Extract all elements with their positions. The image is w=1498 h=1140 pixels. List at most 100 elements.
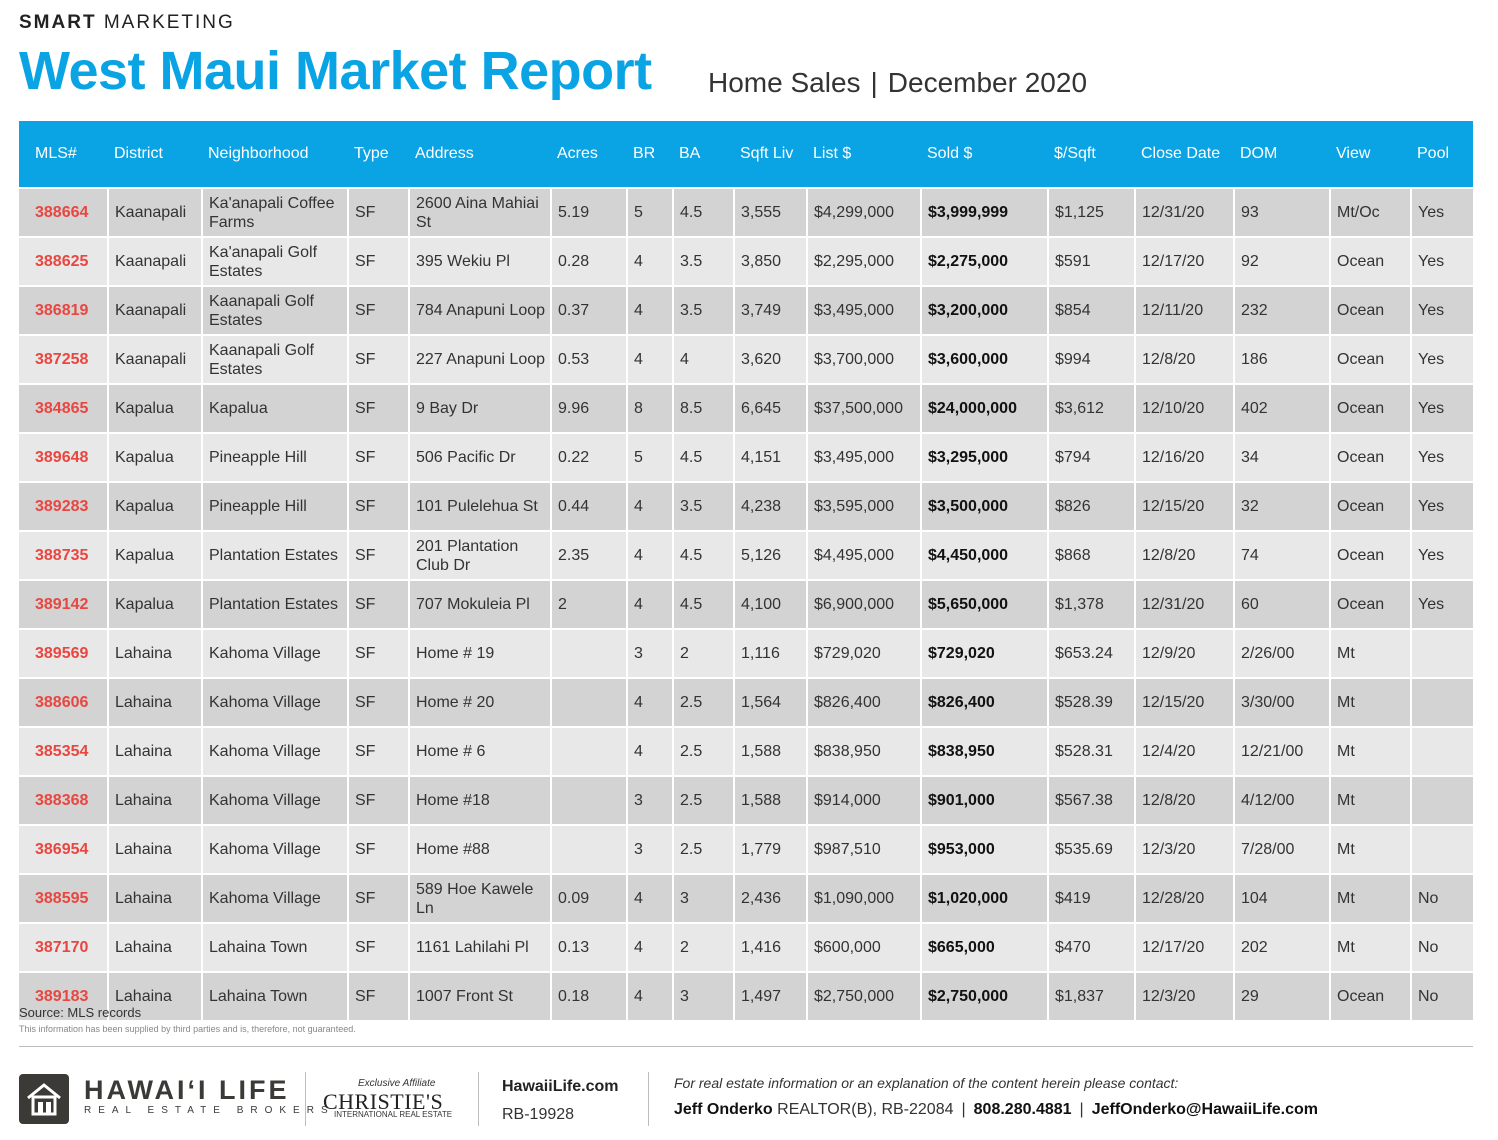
column-header-dom: DOM xyxy=(1234,121,1330,188)
cell-mls[interactable]: 389183 xyxy=(19,971,109,1020)
cell-view: Mt xyxy=(1330,922,1412,972)
contact-line: Jeff Onderko REALTOR(B), RB-22084 | 808.28… xyxy=(674,1101,1318,1119)
cell-type: SF xyxy=(348,775,410,825)
cell-district: Kapalua xyxy=(108,383,203,433)
cell-list: $987,510 xyxy=(807,824,922,874)
cell-pool: Yes xyxy=(1411,530,1473,580)
cell-close: 12/3/20 xyxy=(1135,824,1235,874)
cell-mls[interactable]: 389142 xyxy=(19,579,109,629)
cell-br: 3 xyxy=(627,628,674,678)
cell-mls[interactable]: 388368 xyxy=(19,775,109,825)
cell-mls[interactable]: 389569 xyxy=(19,628,109,678)
cell-neighborhood: Lahaina Town xyxy=(202,922,349,972)
cell-acres xyxy=(551,824,628,874)
column-header-br: BR xyxy=(627,121,673,188)
cell-mls[interactable]: 389283 xyxy=(19,481,109,531)
cell-dom: 74 xyxy=(1234,530,1331,580)
disclaimer: This information has been supplied by th… xyxy=(19,1024,356,1034)
cell-neighborhood: Kahoma Village xyxy=(202,677,349,727)
cell-mls[interactable]: 386819 xyxy=(19,285,109,335)
table-row: 388625 Kaanapali Ka'anapali Golf Estates SF… xyxy=(19,236,1473,286)
brand-bold: SMART xyxy=(19,12,97,33)
cell-district: Kaanapali xyxy=(108,236,203,286)
cell-mls[interactable]: 388595 xyxy=(19,873,109,923)
table-row: 389569 Lahaina Kahoma Village SF Home # 19 3 2… xyxy=(19,628,1473,678)
table-row: 388606 Lahaina Kahoma Village SF Home # 20 4 2… xyxy=(19,677,1473,727)
website-link[interactable]: HawaiiLife.com xyxy=(502,1078,619,1095)
cell-mls[interactable]: 387258 xyxy=(19,334,109,384)
cell-sold: $4,450,000 xyxy=(921,530,1049,580)
cell-dom: 92 xyxy=(1234,236,1331,286)
contact-note: For real estate information or an explan… xyxy=(674,1075,1179,1091)
cell-acres xyxy=(551,726,628,776)
cell-view: Ocean xyxy=(1330,334,1412,384)
cell-address: 9 Bay Dr xyxy=(409,383,552,433)
cell-type: SF xyxy=(348,432,410,482)
cell-address: 707 Mokuleia Pl xyxy=(409,579,552,629)
cell-ppsf: $3,612 xyxy=(1048,383,1136,433)
cell-district: Kapalua xyxy=(108,432,203,482)
cell-ba: 8.5 xyxy=(673,383,735,433)
cell-mls[interactable]: 388625 xyxy=(19,236,109,286)
cell-pool: Yes xyxy=(1411,285,1473,335)
cell-br: 4 xyxy=(627,334,674,384)
cell-dom: 12/21/00 xyxy=(1234,726,1331,776)
cell-br: 5 xyxy=(627,187,674,237)
cell-ppsf: $868 xyxy=(1048,530,1136,580)
cell-district: Lahaina xyxy=(108,628,203,678)
cell-neighborhood: Ka'anapali Golf Estates xyxy=(202,236,349,286)
cell-ba: 4.5 xyxy=(673,432,735,482)
cell-type: SF xyxy=(348,628,410,678)
cell-ba: 3.5 xyxy=(673,236,735,286)
sales-table: MLS# District Neighborhood Type Address Acres… xyxy=(19,121,1473,1020)
cell-ba: 4 xyxy=(673,334,735,384)
cell-mls[interactable]: 388606 xyxy=(19,677,109,727)
cell-sold: $3,600,000 xyxy=(921,334,1049,384)
cell-district: Lahaina xyxy=(108,775,203,825)
cell-district: Lahaina xyxy=(108,677,203,727)
column-header-close: Close Date xyxy=(1135,121,1234,188)
cell-ppsf: $653.24 xyxy=(1048,628,1136,678)
cell-pool: Yes xyxy=(1411,383,1473,433)
cell-district: Kaanapali xyxy=(108,334,203,384)
agent-phone[interactable]: 808.280.4881 xyxy=(973,1101,1072,1118)
cell-address: 1007 Front St xyxy=(409,971,552,1020)
cell-mls[interactable]: 388664 xyxy=(19,187,109,237)
cell-type: SF xyxy=(348,677,410,727)
cell-neighborhood: Kapalua xyxy=(202,383,349,433)
cell-type: SF xyxy=(348,334,410,384)
contact-separator: | xyxy=(1079,1101,1084,1118)
cell-close: 12/8/20 xyxy=(1135,530,1235,580)
cell-br: 3 xyxy=(627,824,674,874)
cell-mls[interactable]: 387170 xyxy=(19,922,109,972)
agent-email[interactable]: JeffOnderko@HawaiiLife.com xyxy=(1091,1101,1319,1118)
table-row: 388595 Lahaina Kahoma Village SF 589 Hoe Kaw… xyxy=(19,873,1473,923)
cell-mls[interactable]: 385354 xyxy=(19,726,109,776)
cell-neighborhood: Kaanapali Golf Estates xyxy=(202,285,349,335)
column-header-ba: BA xyxy=(673,121,734,188)
affiliate-subtitle: INTERNATIONAL REAL ESTATE xyxy=(334,1110,453,1119)
cell-list: $3,700,000 xyxy=(807,334,922,384)
cell-mls[interactable]: 388735 xyxy=(19,530,109,580)
cell-list: $826,400 xyxy=(807,677,922,727)
cell-acres xyxy=(551,677,628,727)
cell-mls[interactable]: 386954 xyxy=(19,824,109,874)
cell-mls[interactable]: 384865 xyxy=(19,383,109,433)
column-header-view: View xyxy=(1330,121,1411,188)
cell-close: 12/4/20 xyxy=(1135,726,1235,776)
cell-mls[interactable]: 389648 xyxy=(19,432,109,482)
cell-ppsf: $567.38 xyxy=(1048,775,1136,825)
cell-sqft: 4,100 xyxy=(734,579,808,629)
cell-neighborhood: Kahoma Village xyxy=(202,628,349,678)
cell-list: $729,020 xyxy=(807,628,922,678)
cell-sqft: 6,645 xyxy=(734,383,808,433)
cell-dom: 60 xyxy=(1234,579,1331,629)
cell-ppsf: $854 xyxy=(1048,285,1136,335)
cell-dom: 7/28/00 xyxy=(1234,824,1331,874)
cell-sold: $826,400 xyxy=(921,677,1049,727)
cell-pool: No xyxy=(1411,971,1473,1020)
cell-ba: 2.5 xyxy=(673,775,735,825)
footer-divider xyxy=(19,1046,1473,1047)
cell-br: 4 xyxy=(627,530,674,580)
cell-dom: 34 xyxy=(1234,432,1331,482)
